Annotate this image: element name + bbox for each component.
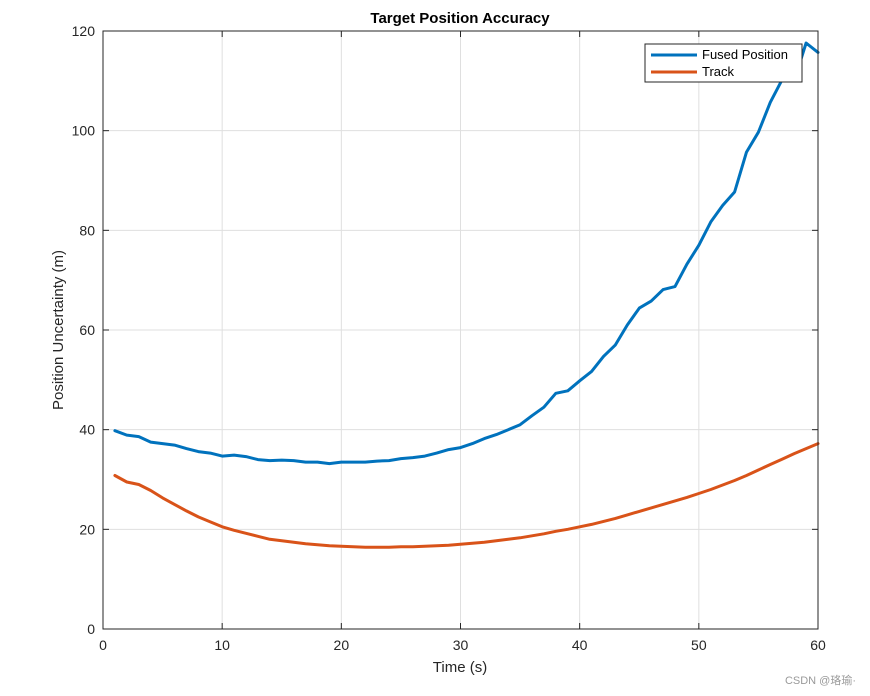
- y-tick-label: 0: [87, 621, 95, 637]
- plot-frame: [102, 30, 819, 630]
- x-tick-label: 30: [453, 637, 469, 653]
- x-tick-label: 0: [99, 637, 107, 653]
- y-tick-label: 100: [72, 123, 96, 139]
- watermark: CSDN @珞瑜·: [784, 675, 856, 687]
- series-line-track: [113, 442, 820, 549]
- x-tick-label: 20: [334, 637, 350, 653]
- legend: Fused Position Track: [644, 43, 803, 83]
- legend-box: [644, 43, 803, 83]
- tick-labels: 0 10 20 30 40 50 60 0 20 40 60 80 100 120: [72, 23, 826, 653]
- legend-label-track: Track: [702, 64, 735, 79]
- x-tick-label: 60: [810, 637, 826, 653]
- series-lines: [113, 41, 820, 549]
- y-tick-label: 20: [79, 521, 95, 537]
- y-tick-label: 80: [79, 222, 95, 238]
- x-tick-label: 40: [572, 637, 588, 653]
- y-axis-label: Position Uncertainty (m): [50, 250, 67, 410]
- chart-title: Target Position Accuracy: [370, 10, 550, 27]
- legend-label-fused-position: Fused Position: [702, 47, 788, 62]
- y-tick-label: 40: [79, 422, 95, 438]
- x-axis-label: Time (s): [433, 659, 487, 676]
- y-tick-label: 60: [79, 322, 95, 338]
- series-line-fused-position: [113, 41, 820, 466]
- y-tick-label: 120: [72, 23, 96, 39]
- x-tick-label: 50: [691, 637, 707, 653]
- x-tick-label: 10: [214, 637, 230, 653]
